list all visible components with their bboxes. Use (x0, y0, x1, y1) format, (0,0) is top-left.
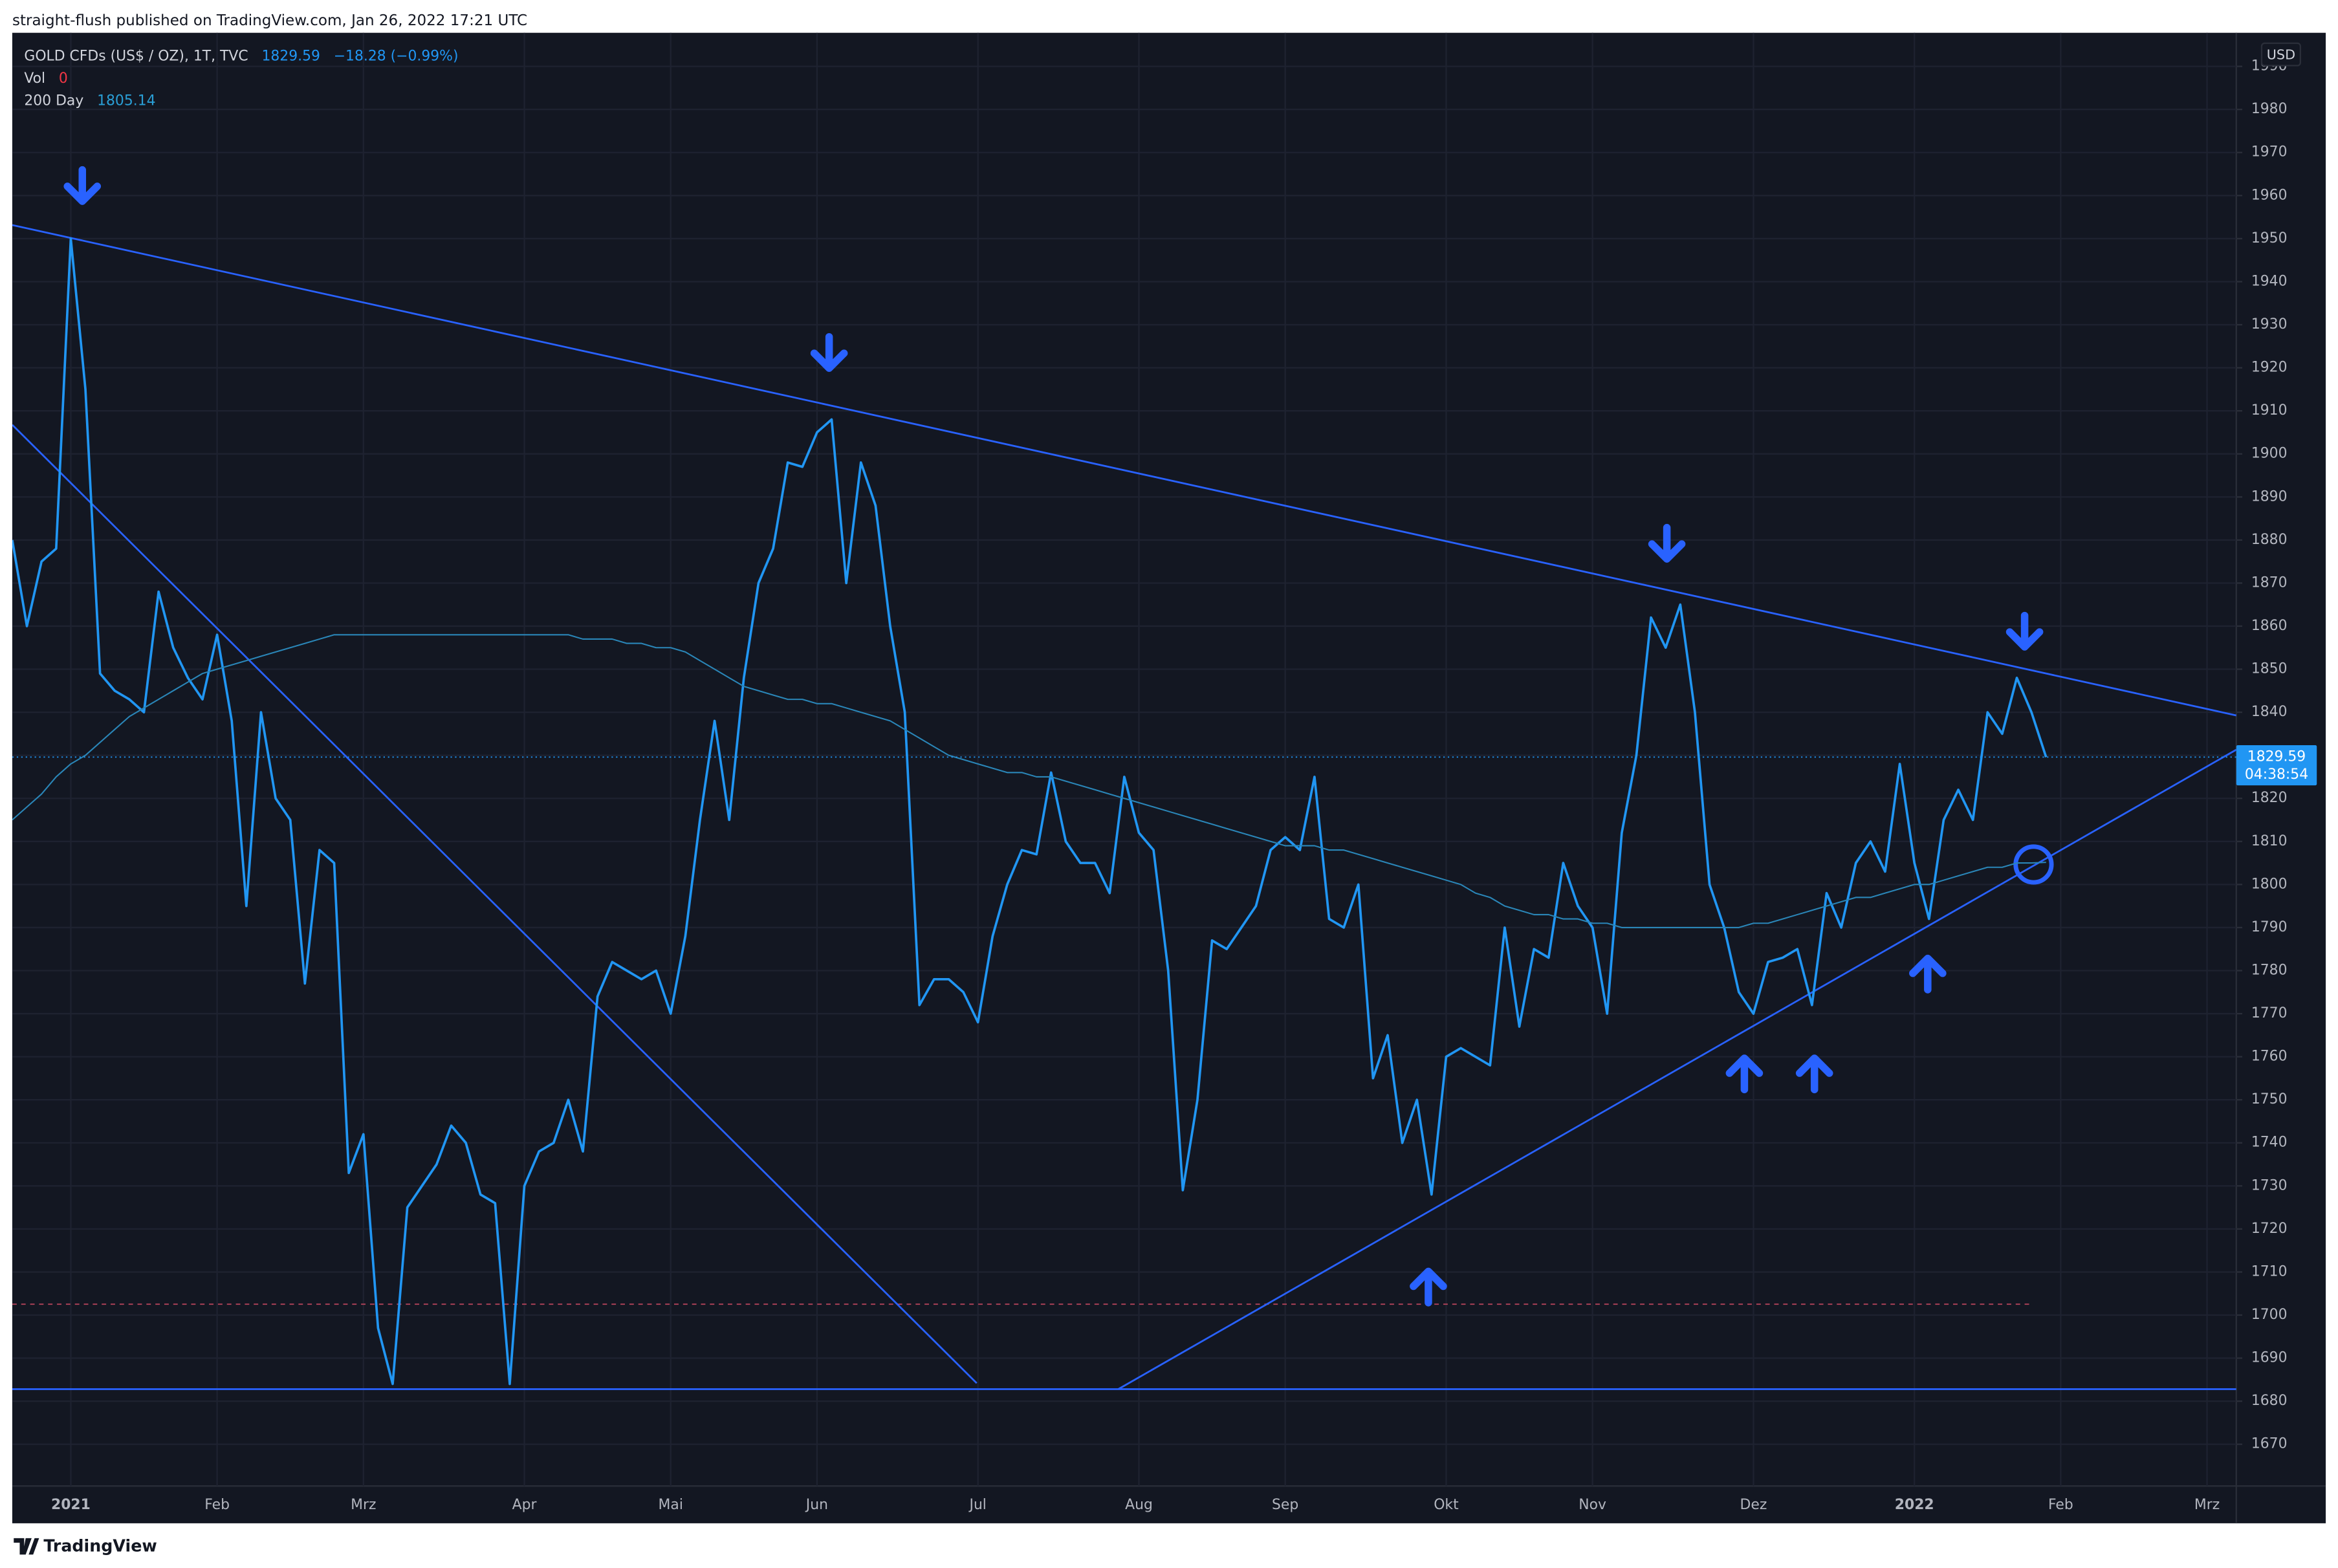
grid (12, 32, 2236, 1486)
countdown: 04:38:54 (2245, 767, 2308, 783)
y-tick-label: 1910 (2251, 402, 2288, 419)
down-arrow (1648, 523, 1686, 563)
y-tick-label: 1950 (2251, 230, 2288, 246)
price-box (2236, 745, 2317, 786)
y-tick-label: 1820 (2251, 790, 2288, 806)
legend-value: 1829.59 (261, 49, 320, 65)
legend-volume: Vol 0 (24, 71, 67, 87)
publish-info: straight-flush published on TradingView.… (12, 12, 527, 29)
down-arrow (810, 332, 848, 372)
y-tick-label: 1810 (2251, 833, 2288, 849)
x-tick-label: Jul (968, 1497, 986, 1513)
brand-name: TradingView (43, 1536, 157, 1556)
y-tick-label: 1770 (2251, 1005, 2288, 1021)
legend-change: −18.28 (−0.99%) (334, 49, 459, 65)
x-tick-label: Nov (1579, 1497, 1606, 1513)
down-arrow (63, 166, 102, 205)
ma-label: 200 Day (24, 93, 83, 109)
y-tick-label: 1760 (2251, 1049, 2288, 1065)
y-tick-label: 1750 (2251, 1091, 2288, 1107)
trend-line (12, 424, 978, 1384)
x-tick-label: Feb (204, 1497, 230, 1513)
y-tick-label: 1880 (2251, 532, 2288, 548)
y-tick-label: 1930 (2251, 316, 2288, 332)
y-tick-label: 1940 (2251, 273, 2288, 289)
legend-symbol: GOLD CFDs (US$ / OZ), 1T, TVC 1829.59 −1… (24, 49, 458, 65)
x-tick-label: Aug (1125, 1497, 1153, 1513)
footer-logo: TradingView (14, 1536, 157, 1556)
y-tick-label: 1780 (2251, 962, 2288, 978)
y-tick-label: 1700 (2251, 1307, 2288, 1323)
x-tick-label: Feb (2048, 1497, 2073, 1513)
y-tick-label: 1710 (2251, 1263, 2288, 1279)
x-tick-label: 2021 (51, 1497, 91, 1513)
x-tick-label: Mrz (351, 1497, 376, 1513)
legend-series: GOLD CFDs (US$ / OZ), 1T, TVC (24, 49, 248, 65)
trend-line (12, 224, 2236, 717)
x-tick-label: Okt (1434, 1497, 1459, 1513)
y-tick-label: 1720 (2251, 1221, 2288, 1237)
y-tick-label: 1800 (2251, 876, 2288, 892)
up-arrow (1909, 954, 1947, 994)
y-tick-label: 1920 (2251, 360, 2288, 376)
x-tick-label: 2022 (1895, 1497, 1934, 1513)
x-tick-label: Mai (659, 1497, 683, 1513)
x-tick-label: Sep (1272, 1497, 1298, 1513)
x-tick-label: Dez (1740, 1497, 1767, 1513)
currency-box (2260, 42, 2302, 67)
y-tick-label: 1740 (2251, 1135, 2288, 1151)
volume-value: 0 (59, 71, 68, 87)
moving-average-line (12, 634, 2046, 928)
y-tick-label: 1670 (2251, 1436, 2288, 1452)
drawings (12, 166, 2236, 1390)
up-arrow (1795, 1054, 1833, 1094)
y-tick-label: 1980 (2251, 101, 2288, 117)
series-layer (12, 237, 2236, 1386)
y-tick-label: 1900 (2251, 446, 2288, 462)
down-arrow (2005, 611, 2044, 651)
legend-ma: 200 Day 1805.14 (24, 93, 155, 109)
y-tick-label: 1730 (2251, 1177, 2288, 1193)
currency-label: USD (2267, 47, 2295, 62)
x-tick-label: Apr (512, 1497, 537, 1513)
price-line (12, 237, 2048, 1386)
y-tick-label: 1870 (2251, 574, 2288, 591)
y-tick-label: 1970 (2251, 144, 2288, 160)
x-tick-label: Jun (805, 1497, 828, 1513)
price-box-value: 1829.59 (2247, 748, 2306, 765)
x-tick-label: Mrz (2194, 1497, 2220, 1513)
y-tick-label: 1860 (2251, 618, 2288, 634)
ma-value: 1805.14 (97, 93, 155, 109)
y-tick-label: 1790 (2251, 919, 2288, 935)
y-tick-label: 1690 (2251, 1350, 2288, 1366)
highlight-circle (2013, 844, 2054, 885)
y-tick-label: 1840 (2251, 704, 2288, 720)
y-tick-label: 1850 (2251, 661, 2288, 677)
y-tick-label: 1960 (2251, 187, 2288, 203)
labels: 1670 1680 1690 1700 1710 1720 1730 1740 1750 1760… (51, 58, 2317, 1513)
y-tick-label: 1680 (2251, 1393, 2288, 1409)
volume-label: Vol (24, 71, 45, 87)
logo-icon (14, 1538, 39, 1555)
up-arrow (1410, 1267, 1447, 1307)
up-arrow (1725, 1054, 1764, 1094)
y-tick-label: 1890 (2251, 488, 2288, 505)
